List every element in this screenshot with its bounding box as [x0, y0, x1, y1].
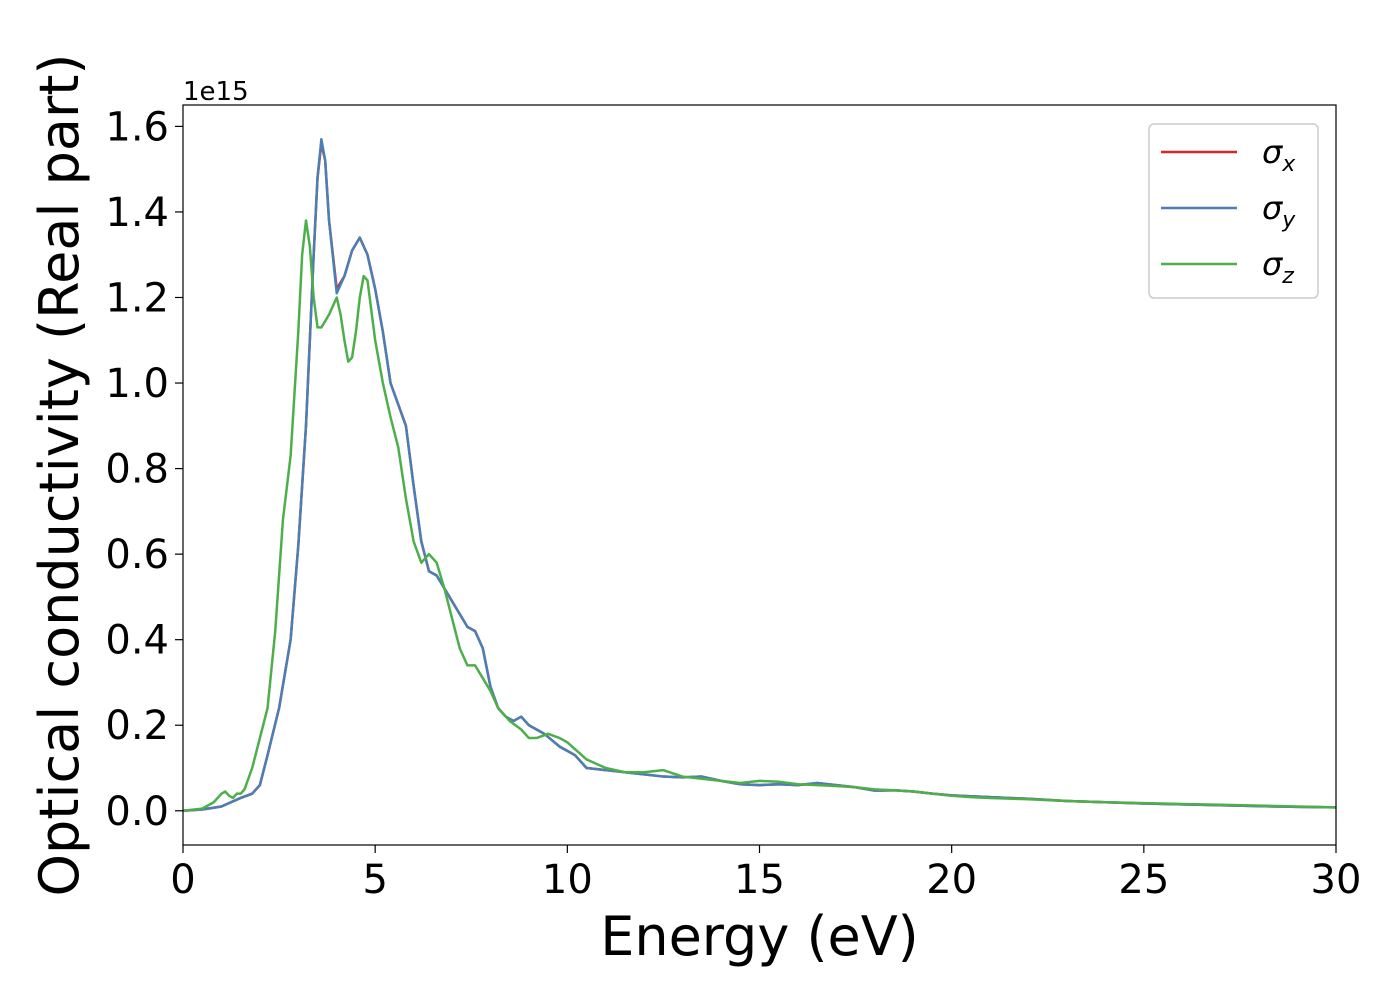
- x-tick-label: 0: [170, 857, 195, 903]
- x-tick-label: 25: [1118, 857, 1169, 903]
- y-offset-label: 1e15: [183, 77, 249, 107]
- series-layer: [182, 137, 1337, 813]
- x-tick-label: 30: [1311, 857, 1362, 903]
- y-tick-label: 1.0: [105, 361, 169, 407]
- legend-label-y: σy: [1262, 189, 1296, 233]
- plot-area: [183, 105, 1336, 845]
- y-axis-label: Optical conductivity (Real part): [28, 54, 91, 897]
- y-axis-ticks: 0.0 0.2 0.4 0.6 0.8 1.0 1.2 1.4 1.6: [105, 104, 183, 835]
- x-tick-label: 20: [926, 857, 977, 903]
- x-tick-label: 10: [542, 857, 593, 903]
- x-axis-label: Energy (eV): [600, 905, 919, 968]
- y-tick-label: 0.6: [105, 532, 169, 578]
- y-tick-label: 1.2: [105, 275, 169, 321]
- x-tick-label: 5: [362, 857, 387, 903]
- y-tick-label: 0.0: [105, 789, 169, 835]
- y-tick-label: 1.4: [105, 190, 169, 236]
- y-tick-label: 0.2: [105, 703, 169, 749]
- series-line-z: [182, 219, 1337, 813]
- y-tick-label: 0.8: [105, 447, 169, 493]
- x-tick-label: 15: [734, 857, 785, 903]
- y-tick-label: 1.6: [105, 104, 169, 150]
- y-tick-label: 0.4: [105, 618, 169, 664]
- legend-box: [1148, 123, 1319, 299]
- x-axis-ticks: 0 5 10 15 20 25 30: [170, 845, 1361, 903]
